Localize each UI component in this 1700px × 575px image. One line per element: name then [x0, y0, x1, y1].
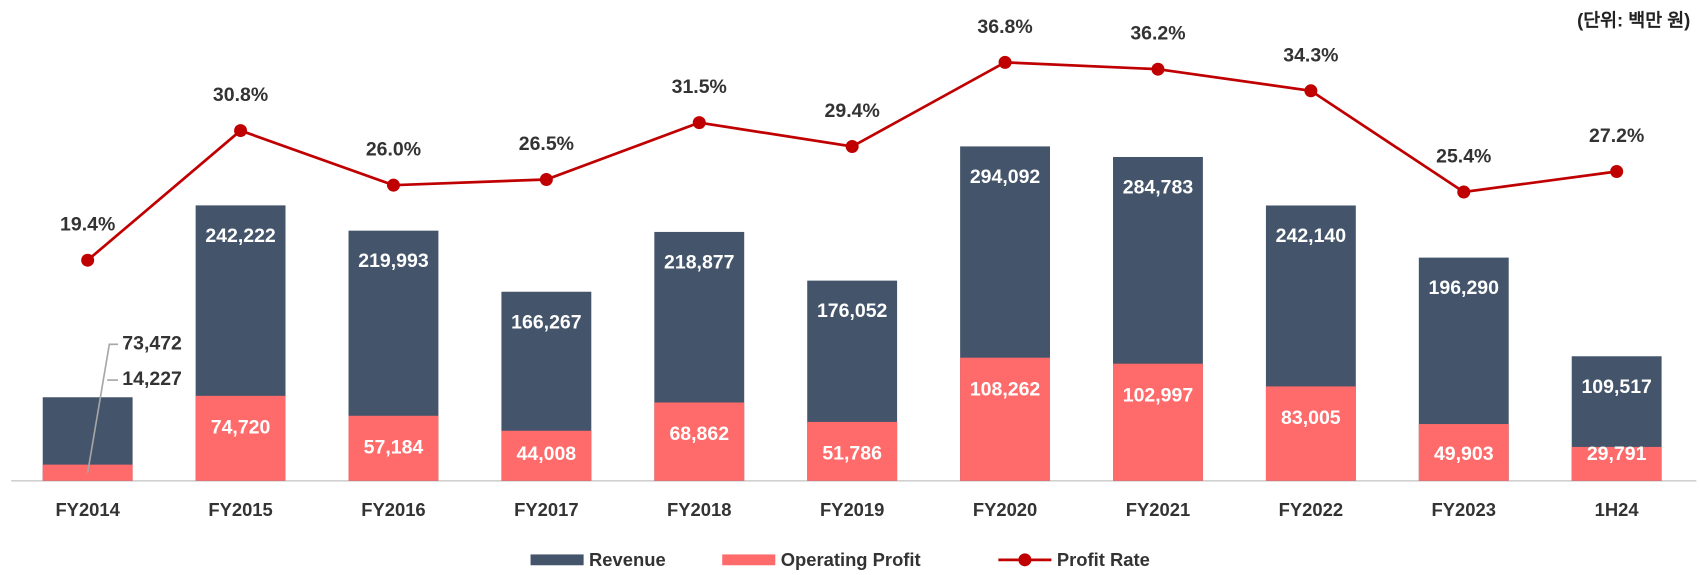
value-label: 68,862 [669, 423, 729, 445]
line-point [845, 140, 859, 154]
value-label: 29.4% [825, 100, 880, 122]
line-point [692, 116, 706, 130]
bar [501, 430, 592, 481]
value-label: 36.8% [977, 16, 1032, 38]
value-label: 242,140 [1276, 225, 1347, 247]
legend-label: Revenue [589, 549, 666, 570]
legend-swatch [722, 554, 776, 566]
value-label: 49,903 [1434, 443, 1494, 465]
line-point [386, 178, 400, 192]
leader-line [86, 343, 118, 473]
bar [195, 395, 286, 481]
line-point [539, 172, 553, 186]
x-tick-label: FY2022 [1279, 499, 1343, 520]
x-tick-label: FY2020 [973, 499, 1037, 520]
value-label: 26.5% [519, 133, 574, 155]
value-label: 109,517 [1581, 376, 1651, 398]
bar [1418, 424, 1509, 481]
value-label: 74,720 [211, 416, 271, 438]
bar [654, 402, 745, 481]
value-label: 29,791 [1587, 443, 1647, 465]
line-point [1610, 165, 1624, 179]
line-point [1457, 185, 1471, 199]
value-label: 166,267 [511, 311, 581, 333]
legend-swatch [1018, 553, 1032, 567]
bar [348, 415, 439, 481]
x-tick-label: FY2018 [667, 499, 731, 520]
line-point [1151, 62, 1165, 76]
value-label: 294,092 [970, 166, 1041, 188]
line-point [234, 124, 248, 138]
x-tick-label: FY2023 [1432, 499, 1496, 520]
x-tick-label: FY2021 [1126, 499, 1190, 520]
line-point [998, 55, 1012, 69]
value-label: 108,262 [970, 378, 1041, 400]
value-label: 34.3% [1283, 44, 1338, 66]
value-label: 196,290 [1429, 277, 1500, 299]
line-point [1304, 84, 1318, 98]
bar [1265, 386, 1356, 481]
value-label: 14,227 [122, 368, 182, 390]
unit-note: (단위: 백만 원) [1577, 10, 1690, 31]
value-label: 57,184 [364, 436, 424, 458]
value-label: 73,472 [122, 333, 182, 355]
value-label: 176,052 [817, 300, 888, 322]
bar [807, 421, 898, 481]
value-label: 19.4% [60, 214, 115, 236]
bar [960, 357, 1051, 481]
x-tick-label: FY2014 [55, 499, 120, 520]
legend-label: Operating Profit [781, 549, 921, 570]
value-label: 218,877 [664, 251, 734, 273]
value-label: 36.2% [1130, 23, 1185, 45]
value-label: 44,008 [517, 443, 577, 465]
bar [1571, 446, 1662, 481]
line [86, 61, 1617, 262]
value-label: 219,993 [358, 250, 429, 272]
value-label: 284,783 [1123, 177, 1194, 199]
value-label: 26.0% [366, 139, 421, 161]
x-tick-label: FY2016 [361, 499, 425, 520]
value-label: 83,005 [1281, 407, 1341, 429]
value-label: 242,222 [205, 225, 276, 247]
x-tick-label: 1H24 [1595, 499, 1640, 520]
value-label: 102,997 [1123, 384, 1193, 406]
value-label: 30.8% [213, 84, 268, 106]
bar [1113, 363, 1203, 481]
legend-swatch [530, 554, 584, 566]
value-label: 51,786 [822, 443, 882, 465]
x-tick-label: FY2019 [820, 499, 884, 520]
x-tick-label: FY2015 [208, 499, 272, 520]
line-point [81, 253, 95, 267]
value-label: 27.2% [1589, 125, 1644, 147]
value-label: 25.4% [1436, 145, 1491, 167]
legend-label: Profit Rate [1057, 549, 1150, 570]
x-tick-label: FY2017 [514, 499, 578, 520]
value-label: 31.5% [672, 76, 727, 98]
